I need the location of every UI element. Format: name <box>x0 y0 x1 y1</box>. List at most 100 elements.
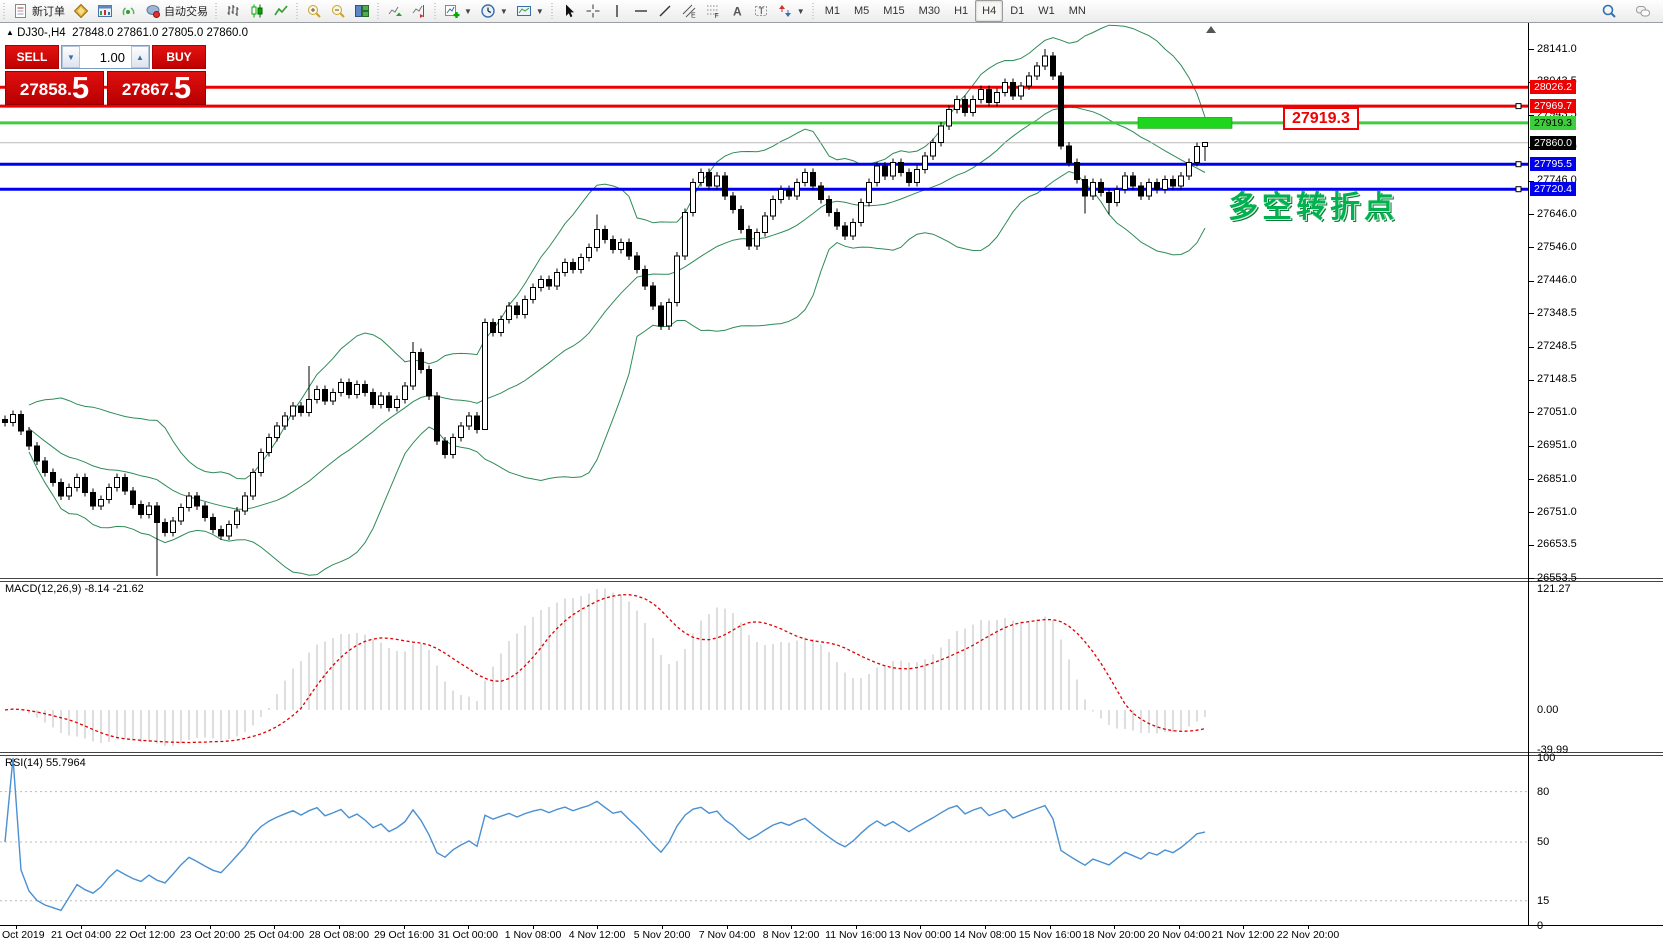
rsi-axis-tick: 15 <box>1537 895 1550 907</box>
bollinger-upper-line <box>28 24 1206 480</box>
timeframe-h4-button[interactable]: H4 <box>975 0 1004 22</box>
zoom-in-button[interactable] <box>302 0 326 22</box>
panel-separators <box>0 22 1663 926</box>
crosshair-button[interactable] <box>581 0 605 22</box>
timeframe-m1-button[interactable]: M1 <box>824 5 840 17</box>
chevron-down-icon[interactable]: ▼ <box>796 6 805 16</box>
toolbar-group-handle[interactable] <box>810 3 816 19</box>
finance-button[interactable] <box>69 0 93 22</box>
label-button[interactable]: T <box>749 0 773 22</box>
chart-shift-button[interactable] <box>407 0 431 22</box>
cursor-button[interactable] <box>557 0 581 22</box>
candlestick-chart-button[interactable] <box>245 0 269 22</box>
price-axis-tick: 26951.0 <box>1537 439 1577 451</box>
toolbar-group-handle[interactable] <box>2 3 7 19</box>
candlestick-series[interactable] <box>2 49 1208 576</box>
buy-button[interactable]: BUY <box>152 45 206 69</box>
trendline-button[interactable] <box>653 0 677 22</box>
volume-down-button[interactable]: ▼ <box>62 46 80 68</box>
toolbar-group-handle[interactable] <box>295 3 300 19</box>
search-icon <box>1602 4 1616 18</box>
line-chart-icon <box>274 5 288 16</box>
chart-shift-icon <box>412 5 424 18</box>
signal-icon <box>122 7 135 16</box>
search-button[interactable] <box>1597 0 1621 22</box>
buy-price-panel[interactable]: 27867. 5 <box>107 71 206 105</box>
market-watch-button[interactable] <box>93 0 117 22</box>
collapse-marker-icon[interactable]: ▲ <box>6 28 14 37</box>
volume-spinner: ▼ 1.00 ▲ <box>61 45 150 69</box>
autotrade-button-label: 自动交易 <box>164 6 208 18</box>
horizontal-line-button[interactable] <box>629 0 653 22</box>
price-level-chip: 27795.5 <box>1530 157 1576 171</box>
price-level-chip: 27720.4 <box>1530 182 1576 196</box>
trendline-icon <box>659 5 671 17</box>
volume-input[interactable]: 1.00 <box>99 49 125 65</box>
arrows-dropdown[interactable]: ▼ <box>773 0 809 22</box>
timeframe-mn-button[interactable]: MN <box>1068 5 1086 17</box>
toolbar-group-handle[interactable] <box>433 3 438 19</box>
one-click-trading-widget: SELL ▼ 1.00 ▲ BUY 27858. 5 27867. 5 <box>5 45 206 105</box>
auto-scroll-icon <box>388 6 402 16</box>
time-axis-label: 22 Nov 20:00 <box>1276 929 1340 941</box>
signals-button[interactable] <box>117 0 141 22</box>
sell-button[interactable]: SELL <box>5 45 59 69</box>
zoom-out-button[interactable] <box>326 0 350 22</box>
timeframe-m5-button[interactable]: M5 <box>853 5 870 17</box>
sell-price-panel[interactable]: 27858. 5 <box>5 71 104 105</box>
toolbar-group-handle[interactable] <box>549 3 555 19</box>
chevron-down-icon[interactable]: ▼ <box>499 6 508 16</box>
price-axis-tick: 27248.5 <box>1537 340 1577 352</box>
price-axis-tick: 28141.0 <box>1537 43 1577 55</box>
time-axis-label: 4 Nov 12:00 <box>568 929 626 941</box>
line-handle[interactable] <box>1515 161 1522 168</box>
symbol-period-label: DJ30-,H4 <box>17 27 66 39</box>
crosshair-icon <box>586 4 600 18</box>
template-dropdown[interactable]: ▼ <box>512 0 548 22</box>
price-axis-tick: 27348.5 <box>1537 307 1577 319</box>
new-order-button[interactable]: 新订单 <box>9 0 69 22</box>
new-chart-dropdown[interactable]: ▼ <box>440 0 476 22</box>
tile-windows-button[interactable] <box>350 0 374 22</box>
line-handle[interactable] <box>1515 186 1522 193</box>
fibonacci-button[interactable]: F <box>701 0 725 22</box>
bar-chart-button[interactable] <box>221 0 245 22</box>
timeframe-m15-button[interactable]: M15 <box>883 5 905 17</box>
annotation-text[interactable]: 多空转折点 <box>1228 191 1398 224</box>
time-axis-label: 14 Nov 08:00 <box>953 929 1017 941</box>
timeframe-d1-button[interactable]: D1 <box>1010 5 1025 17</box>
clock-icon <box>481 4 495 18</box>
chart-scroll-marker-icon[interactable] <box>1206 26 1216 33</box>
volume-up-button[interactable]: ▲ <box>131 46 149 68</box>
equidistant-channel-button[interactable]: E <box>677 0 701 22</box>
chart-ohlc-info: ▲ DJ30-,H4 27848.0 27861.0 27805.0 27860… <box>6 27 248 39</box>
timeframe-m30-button[interactable]: M30 <box>918 5 941 17</box>
line-handle[interactable] <box>1515 103 1522 110</box>
svg-text:A: A <box>733 5 742 19</box>
toolbar-group-handle[interactable] <box>214 3 219 19</box>
text-icon: A <box>733 5 742 19</box>
main-toolbar: 新订单 自动交易 ▼ ▼ ▼ E F A T ▼ M1 M5 M15 M30 H1 H4 D1 W1 MN <box>0 0 1663 23</box>
chevron-down-icon[interactable]: ▼ <box>535 6 544 16</box>
vertical-line-button[interactable] <box>605 0 629 22</box>
time-axis-label: 13 Nov 00:00 <box>888 929 952 941</box>
time-axis-label: 11 Nov 16:00 <box>825 929 887 941</box>
period-dropdown[interactable]: ▼ <box>476 0 512 22</box>
highlight-zone-rect[interactable] <box>1137 117 1233 129</box>
price-level-chip: 27919.3 <box>1530 116 1576 130</box>
timeframe-w1-button[interactable]: W1 <box>1038 5 1055 17</box>
time-axis-label: 8 Nov 12:00 <box>762 929 820 941</box>
auto-scroll-button[interactable] <box>383 0 407 22</box>
toolbar-group-handle[interactable] <box>376 3 381 19</box>
line-chart-button[interactable] <box>269 0 293 22</box>
chat-button[interactable] <box>1631 0 1655 22</box>
timeframe-h1-button[interactable]: H1 <box>954 5 969 17</box>
price-callout-label[interactable]: 27919.3 <box>1283 107 1359 130</box>
autotrade-button[interactable]: 自动交易 <box>141 0 212 22</box>
open-value: 27848.0 <box>72 27 114 39</box>
price-axis-tick: 27446.0 <box>1537 274 1577 286</box>
text-button[interactable]: A <box>725 0 749 22</box>
chevron-down-icon[interactable]: ▼ <box>464 6 472 16</box>
